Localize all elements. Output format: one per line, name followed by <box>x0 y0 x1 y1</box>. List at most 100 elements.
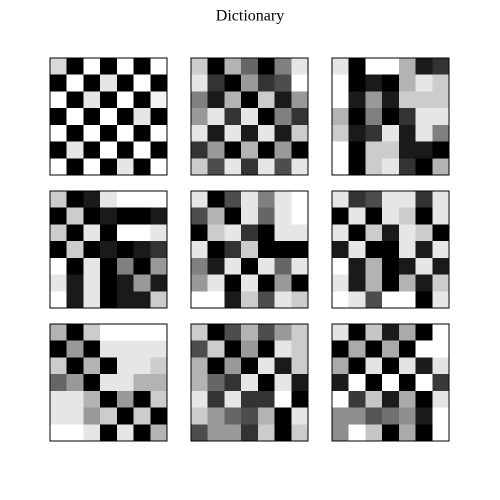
heatmap-cell <box>116 58 134 76</box>
heatmap-cell <box>116 257 134 275</box>
heatmap-cell <box>274 274 292 292</box>
heatmap-cell <box>348 224 366 242</box>
heatmap-cell <box>241 207 259 225</box>
heatmap-cell <box>133 224 151 242</box>
heatmap-cell <box>348 158 366 176</box>
panel-frame <box>331 190 450 309</box>
heatmap-cell <box>432 357 450 375</box>
heatmap-cell <box>365 124 383 142</box>
heatmap-cell <box>100 291 118 309</box>
heatmap-cell <box>432 340 450 358</box>
heatmap-cell <box>83 91 101 109</box>
heatmap-cell <box>133 191 151 209</box>
heatmap-cell <box>241 374 259 392</box>
heatmap-cell <box>83 108 101 126</box>
heatmap-cell <box>83 224 101 242</box>
heatmap-cell <box>116 424 134 442</box>
heatmap-cell <box>291 257 309 275</box>
heatmap-cell <box>50 424 68 442</box>
heatmap-cell <box>66 124 84 142</box>
heatmap-cell <box>66 374 84 392</box>
heatmap-cell <box>133 257 151 275</box>
heatmap-cell <box>332 407 350 425</box>
heatmap-cell <box>257 274 275 292</box>
heatmap-cell <box>291 108 309 126</box>
heatmap-cell <box>100 224 118 242</box>
heatmap-cell <box>291 324 309 342</box>
heatmap-cell <box>274 91 292 109</box>
heatmap-cell <box>241 424 259 442</box>
heatmap-cell <box>432 274 450 292</box>
heatmap-cell <box>50 158 68 176</box>
heatmap-cell <box>348 74 366 92</box>
heatmap-cell <box>150 407 168 425</box>
heatmap-cell <box>191 424 209 442</box>
heatmap-cell <box>348 357 366 375</box>
heatmap-cell <box>224 91 242 109</box>
heatmap-cell <box>332 91 350 109</box>
heatmap-cell <box>432 291 450 309</box>
heatmap-cell <box>66 91 84 109</box>
heatmap-cell <box>224 158 242 176</box>
heatmap-cell <box>207 274 225 292</box>
heatmap-cell <box>100 58 118 76</box>
heatmap-cell <box>348 291 366 309</box>
heatmap-cell <box>257 340 275 358</box>
heatmap-cell <box>274 158 292 176</box>
heatmap-cell <box>116 124 134 142</box>
heatmap-cell <box>348 374 366 392</box>
heatmap-cell <box>415 324 433 342</box>
heatmap-cell <box>191 357 209 375</box>
heatmap-cell <box>207 340 225 358</box>
heatmap-cell <box>365 390 383 408</box>
heatmap-cell <box>191 257 209 275</box>
heatmap-cell <box>191 158 209 176</box>
heatmap-cell <box>116 91 134 109</box>
heatmap-cell <box>207 58 225 76</box>
heatmap-cell <box>50 224 68 242</box>
heatmap-cell <box>257 191 275 209</box>
heatmap-cell <box>398 374 416 392</box>
heatmap-cell <box>241 58 259 76</box>
heatmap-cell <box>348 108 366 126</box>
heatmap-cell <box>398 390 416 408</box>
heatmap-cell <box>257 91 275 109</box>
heatmap-cell <box>274 407 292 425</box>
heatmap-cell <box>224 207 242 225</box>
heatmap-cell <box>415 108 433 126</box>
heatmap-cell <box>150 141 168 159</box>
heatmap-cell <box>207 108 225 126</box>
heatmap-cell <box>415 274 433 292</box>
heatmap-cell <box>257 108 275 126</box>
heatmap-cell <box>291 158 309 176</box>
heatmap-cell <box>398 191 416 209</box>
heatmap-cell <box>100 74 118 92</box>
heatmap-cell <box>382 241 400 259</box>
heatmap-cell <box>348 191 366 209</box>
heatmap-cell <box>332 124 350 142</box>
heatmap-cell <box>224 340 242 358</box>
heatmap-cell <box>432 424 450 442</box>
heatmap-cell <box>415 158 433 176</box>
heatmap-cell <box>83 141 101 159</box>
heatmap-cell <box>365 207 383 225</box>
heatmap-cell <box>133 374 151 392</box>
heatmap-cell <box>332 108 350 126</box>
heatmap-cell <box>133 158 151 176</box>
heatmap-cell <box>116 191 134 209</box>
heatmap-cell <box>432 224 450 242</box>
heatmap-cell <box>50 324 68 342</box>
heatmap-cell <box>348 241 366 259</box>
heatmap-cell <box>415 407 433 425</box>
heatmap-cell <box>241 390 259 408</box>
heatmap-cell <box>100 424 118 442</box>
heatmap-cell <box>50 108 68 126</box>
heatmap-cell <box>432 58 450 76</box>
heatmap-cell <box>150 224 168 242</box>
heatmap-cell <box>133 207 151 225</box>
heatmap-cell <box>365 108 383 126</box>
heatmap-cell <box>191 291 209 309</box>
heatmap-cell <box>398 340 416 358</box>
heatmap-cell <box>332 291 350 309</box>
heatmap-cell <box>365 291 383 309</box>
